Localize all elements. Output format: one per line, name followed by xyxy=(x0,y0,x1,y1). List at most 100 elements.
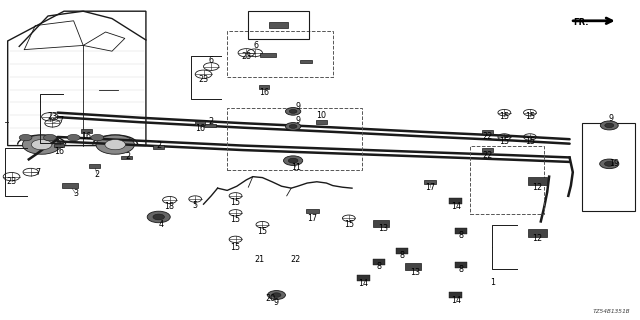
Text: 19: 19 xyxy=(609,159,620,168)
Text: 9: 9 xyxy=(295,116,300,125)
Circle shape xyxy=(96,135,134,154)
Bar xyxy=(204,124,216,127)
Bar xyxy=(396,248,408,254)
Text: 7: 7 xyxy=(58,116,63,124)
Circle shape xyxy=(285,123,301,130)
Text: 2: 2 xyxy=(95,170,100,179)
Text: 8: 8 xyxy=(458,265,463,274)
Text: 15: 15 xyxy=(344,220,354,229)
Text: 22: 22 xyxy=(483,151,493,160)
Text: 23: 23 xyxy=(198,75,209,84)
Text: 15: 15 xyxy=(525,112,535,121)
Text: 18: 18 xyxy=(164,202,175,211)
Text: 22: 22 xyxy=(291,255,301,264)
Bar xyxy=(300,60,312,63)
Bar xyxy=(248,11,309,39)
Text: 11: 11 xyxy=(291,163,301,172)
Circle shape xyxy=(605,123,614,128)
Circle shape xyxy=(600,121,618,130)
Text: 13: 13 xyxy=(378,224,388,233)
Text: FR.: FR. xyxy=(573,18,588,27)
Text: 17: 17 xyxy=(307,214,317,223)
Text: 8: 8 xyxy=(376,262,381,271)
Text: 9: 9 xyxy=(609,114,614,123)
Text: 15: 15 xyxy=(230,198,241,207)
Text: 2: 2 xyxy=(156,141,161,150)
Bar xyxy=(405,263,421,270)
Bar xyxy=(373,259,385,265)
Bar xyxy=(582,123,635,211)
Bar xyxy=(306,209,319,213)
Text: 14: 14 xyxy=(451,202,461,211)
Circle shape xyxy=(147,211,170,223)
Text: 13: 13 xyxy=(410,268,420,277)
Text: 16: 16 xyxy=(259,88,269,97)
Bar xyxy=(528,229,547,237)
Circle shape xyxy=(288,158,298,163)
Circle shape xyxy=(605,162,614,166)
Text: 9: 9 xyxy=(295,102,300,111)
Text: 17: 17 xyxy=(425,183,435,192)
Bar xyxy=(316,120,327,124)
Text: 12: 12 xyxy=(532,234,543,243)
Text: 8: 8 xyxy=(399,252,404,260)
Circle shape xyxy=(19,134,32,141)
Bar xyxy=(455,228,467,234)
Bar xyxy=(89,164,100,168)
Text: 5: 5 xyxy=(193,201,198,210)
Bar xyxy=(269,22,288,28)
Text: 15: 15 xyxy=(230,243,241,252)
Bar xyxy=(449,198,462,204)
Bar xyxy=(121,156,132,159)
Text: 15: 15 xyxy=(230,215,241,224)
Text: 4: 4 xyxy=(159,220,164,229)
Circle shape xyxy=(22,135,61,154)
Text: 15: 15 xyxy=(257,228,268,236)
Text: 6: 6 xyxy=(209,56,214,65)
Text: 16: 16 xyxy=(81,132,92,140)
Circle shape xyxy=(31,140,52,150)
Text: 2: 2 xyxy=(125,152,131,161)
Circle shape xyxy=(289,109,297,113)
Bar xyxy=(528,177,547,185)
Bar xyxy=(54,144,64,147)
Text: 20: 20 xyxy=(265,294,275,303)
Bar xyxy=(449,292,462,298)
Circle shape xyxy=(105,140,125,150)
Bar xyxy=(259,85,269,89)
Bar xyxy=(81,130,92,133)
Text: 14: 14 xyxy=(358,279,369,288)
Text: 9: 9 xyxy=(274,298,279,307)
Circle shape xyxy=(284,156,303,165)
Circle shape xyxy=(289,124,297,128)
Bar xyxy=(260,53,275,57)
Bar xyxy=(153,145,164,149)
Circle shape xyxy=(91,134,104,141)
Bar xyxy=(424,180,436,184)
Bar xyxy=(455,262,467,268)
Text: 2: 2 xyxy=(209,117,214,126)
Circle shape xyxy=(272,293,281,297)
Text: 6: 6 xyxy=(253,41,259,50)
Bar xyxy=(372,220,389,227)
Text: 7: 7 xyxy=(36,168,41,177)
Text: 22: 22 xyxy=(483,132,493,140)
Circle shape xyxy=(268,291,285,300)
Text: 10: 10 xyxy=(316,111,326,120)
Text: 16: 16 xyxy=(195,124,205,133)
Bar xyxy=(195,121,205,125)
Bar xyxy=(470,146,544,214)
Bar xyxy=(227,31,333,77)
Text: 23: 23 xyxy=(6,177,17,186)
Text: 16: 16 xyxy=(54,147,64,156)
Text: 1: 1 xyxy=(490,278,495,287)
Text: 15: 15 xyxy=(499,112,509,121)
Bar xyxy=(482,148,493,152)
Circle shape xyxy=(67,134,80,141)
Bar xyxy=(482,130,493,134)
Text: 21: 21 xyxy=(254,255,264,264)
Text: 3: 3 xyxy=(73,189,78,198)
Bar xyxy=(357,275,370,281)
Text: TZ54B1351B: TZ54B1351B xyxy=(593,309,630,314)
Text: 23: 23 xyxy=(241,52,252,60)
